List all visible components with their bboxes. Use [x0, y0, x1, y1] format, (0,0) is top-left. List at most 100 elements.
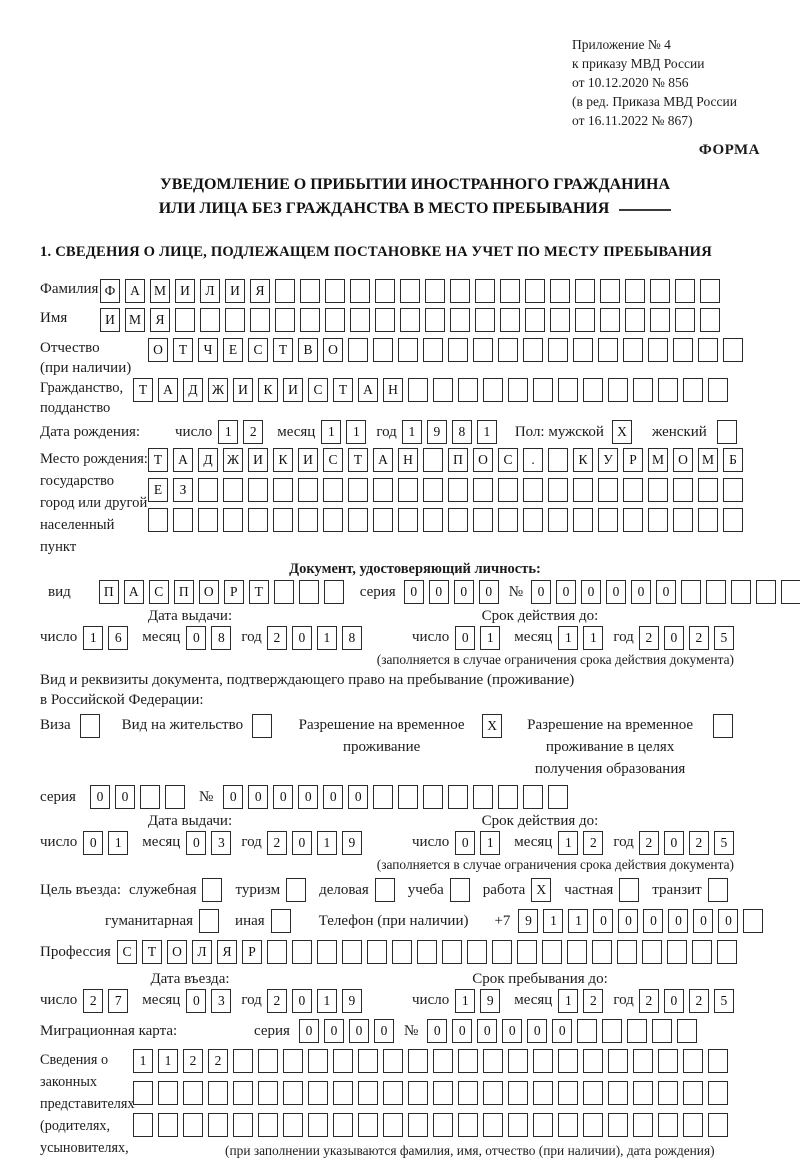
appendix-line: Приложение № 4: [572, 37, 671, 52]
day-label: число: [40, 629, 78, 646]
form-title-line2: ИЛИ ЛИЦА БЕЗ ГРАЖДАНСТВА В МЕСТО ПРЕБЫВА…: [40, 197, 790, 220]
citizenship-label: Гражданство, подданство: [40, 379, 124, 416]
year-label: год: [241, 629, 262, 646]
purpose-option: частная: [564, 877, 640, 902]
year-label: год: [376, 423, 397, 440]
sex-male-label: Пол: мужской: [514, 423, 604, 440]
residence-permit-option: Вид на жительство: [122, 713, 273, 738]
temp-residence-education-checkbox: [713, 713, 734, 738]
year-label: год: [613, 629, 634, 646]
number-label: №: [403, 1022, 419, 1039]
purpose-work-checkbox: X: [531, 877, 552, 902]
appendix-line: к приказу МВД России: [572, 55, 705, 71]
day-label: число: [412, 629, 450, 646]
sex-female-checkbox: [716, 419, 737, 444]
number-label: №: [198, 788, 214, 805]
validity-note: (заполняется в случае ограничения срока …: [376, 856, 734, 872]
migration-card-label: Миграционная карта:: [40, 1022, 178, 1039]
visa-option: Виза: [40, 713, 100, 738]
residence-doc-date-captions: Дата выдачи: Срок действия до:: [40, 813, 790, 830]
section1-heading: 1. СВЕДЕНИЯ О ЛИЦЕ, ПОДЛЕЖАЩЕМ ПОСТАНОВК…: [40, 243, 712, 260]
entry-date-captions: Дата въезда: Срок пребывания до:: [40, 971, 790, 988]
doc-series-label: серия: [359, 583, 396, 600]
month-label: месяц: [514, 992, 553, 1009]
residence-doc-intro1: Вид и реквизиты документа, подтверждающе…: [40, 671, 575, 688]
doc-kind-label: вид: [48, 583, 71, 600]
valid-until-caption: Срок действия до:: [481, 812, 599, 829]
representatives-row2-boxes: [133, 1080, 728, 1105]
temp-residence-option: Разрешение на временное проживание X: [290, 713, 503, 758]
representatives-row3-boxes: [133, 1112, 728, 1137]
temp-residence-checkbox: X: [482, 713, 503, 738]
representatives-row: Сведения о законных представителях (роди…: [40, 1048, 790, 1163]
purpose-private-checkbox: [619, 877, 640, 902]
issue-date-caption: Дата выдачи:: [147, 812, 233, 829]
stay-until-caption: Срок пребывания до:: [472, 970, 608, 987]
purpose-option: деловая: [319, 877, 395, 902]
month-label: месяц: [514, 629, 553, 646]
sex-male-checkbox: X: [611, 419, 632, 444]
appendix-reference: Приложение № 4 к приказу МВД России от 1…: [572, 36, 768, 130]
purpose-official-checkbox: [202, 877, 223, 902]
representatives-note: (при заполнении указываются фамилия, имя…: [225, 1142, 715, 1158]
purpose-option: туризм: [235, 877, 307, 902]
phone-prefix: +7: [494, 912, 511, 929]
purpose-option: транзит: [652, 877, 728, 902]
birth-place-row3-boxes: [148, 507, 743, 532]
profession-label: Профессия: [40, 943, 111, 960]
phone-label: Телефон (при наличии): [318, 912, 469, 929]
day-label: число: [412, 992, 450, 1009]
validity-note: (заполняется в случае ограничения срока …: [376, 651, 734, 667]
valid-until-caption: Срок действия до:: [481, 607, 599, 624]
birth-date-label: Дата рождения:: [40, 423, 141, 440]
purpose-other-checkbox: [270, 908, 291, 933]
form-title-line1: УВЕДОМЛЕНИЕ О ПРИБЫТИИ ИНОСТРАННОГО ГРАЖ…: [159, 176, 671, 194]
purpose-row2: гуманитарная иная Телефон (при наличии) …: [40, 908, 790, 933]
form-label: ФОРМА: [698, 142, 760, 159]
year-label: год: [241, 834, 262, 851]
month-label: месяц: [514, 834, 553, 851]
purpose-tourism-checkbox: [286, 877, 307, 902]
month-label: месяц: [142, 834, 181, 851]
purpose-option: гуманитарная: [105, 908, 220, 933]
year-label: год: [613, 834, 634, 851]
firstname-label: Имя: [40, 309, 68, 326]
appendix-line: (в ред. Приказа МВД России: [572, 93, 737, 109]
sex-female-label: женский: [651, 423, 707, 440]
series-label: серия: [254, 1022, 290, 1039]
purpose-label: Цель въезда:: [40, 881, 121, 898]
day-label: число: [40, 834, 78, 851]
